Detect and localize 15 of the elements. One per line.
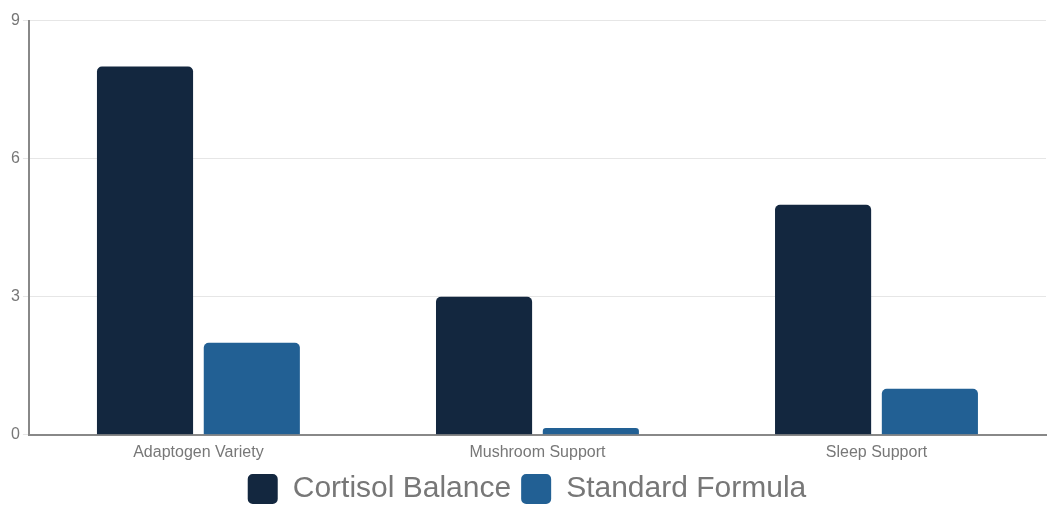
bar <box>775 204 872 435</box>
x-tick-label: Sleep Support <box>825 442 928 460</box>
legend-label: Standard Formula <box>566 470 807 504</box>
y-tick-label: 9 <box>10 11 20 29</box>
bar <box>881 388 978 435</box>
bar <box>435 296 533 435</box>
y-tick-label: 0 <box>10 425 20 443</box>
y-tick-label: 3 <box>10 287 20 305</box>
bar <box>203 342 300 435</box>
legend-label: Cortisol Balance <box>292 470 512 504</box>
bar <box>96 66 194 435</box>
y-tick-label: 6 <box>10 149 20 167</box>
x-tick-label: Adaptogen Variety <box>133 442 264 460</box>
x-tick-label: Mushroom Support <box>469 442 607 460</box>
bar <box>542 427 639 435</box>
